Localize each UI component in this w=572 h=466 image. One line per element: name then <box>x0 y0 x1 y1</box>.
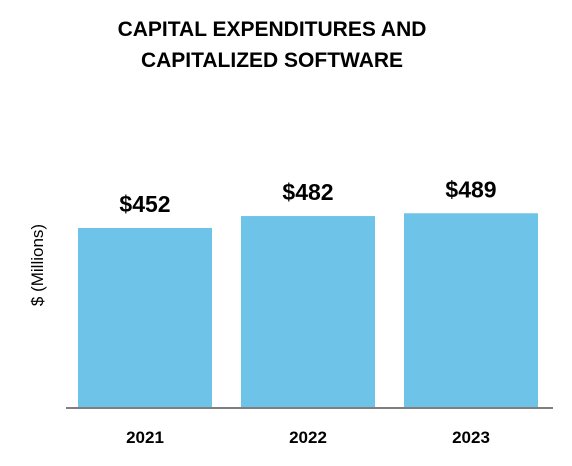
bar-2023 <box>404 213 538 408</box>
y-axis-label: $ (Millions) <box>28 224 47 306</box>
category-labels-group: 2021 2022 2023 <box>126 428 490 447</box>
bar-2022 <box>241 216 375 408</box>
bar-2021 <box>78 228 212 408</box>
category-label-2021: 2021 <box>126 428 164 447</box>
value-label-2022: $482 <box>282 179 333 205</box>
value-label-2023: $489 <box>445 176 496 202</box>
chart-title-line-1: CAPITAL EXPENDITURES AND <box>118 18 427 41</box>
chart-title-line-2: CAPITALIZED SOFTWARE <box>141 49 403 72</box>
bars-group <box>78 213 538 408</box>
category-label-2023: 2023 <box>452 428 490 447</box>
value-label-2021: $452 <box>119 191 170 217</box>
category-label-2022: 2022 <box>289 428 327 447</box>
value-labels-group: $452 $482 $489 <box>119 176 496 217</box>
